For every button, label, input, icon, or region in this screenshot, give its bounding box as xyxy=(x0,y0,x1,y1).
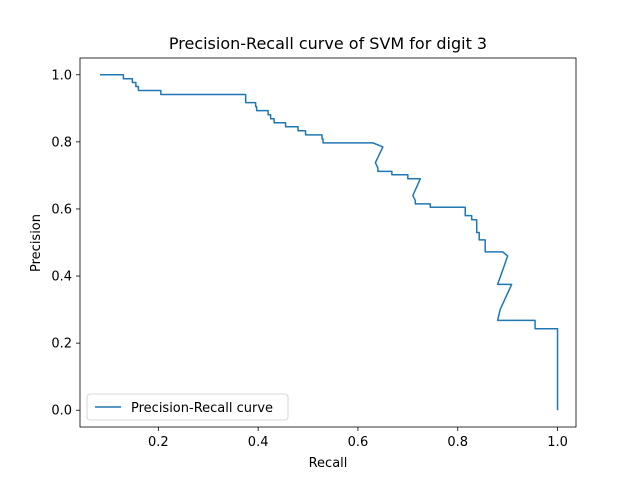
x-tick-label: 0.2 xyxy=(148,435,169,450)
axes-frame xyxy=(79,57,577,428)
y-tick-label: 1.0 xyxy=(51,68,72,83)
x-tick-label: 0.8 xyxy=(447,435,468,450)
x-tick-label: 0.4 xyxy=(248,435,269,450)
series-line-0 xyxy=(99,74,559,411)
y-tick-label: 0.0 xyxy=(51,404,72,419)
y-axis: 0.0 0.2 0.4 0.6 0.8 1.0 xyxy=(51,68,80,419)
x-tick-label: 1.0 xyxy=(547,435,568,450)
chart-title: Precision-Recall curve of SVM for digit … xyxy=(169,34,487,53)
legend-label: Precision-Recall curve xyxy=(131,401,273,416)
y-tick-label: 0.6 xyxy=(51,202,72,217)
y-tick-label: 0.8 xyxy=(51,135,72,150)
y-axis-label: Precision xyxy=(29,214,44,272)
y-tick-label: 0.2 xyxy=(51,337,72,352)
y-tick-label: 0.4 xyxy=(51,270,72,285)
x-axis: 0.2 0.4 0.6 0.8 1.0 xyxy=(148,427,568,450)
legend-box xyxy=(86,393,289,421)
x-tick-label: 0.6 xyxy=(348,435,369,450)
plot-area xyxy=(79,57,577,428)
legend: Precision-Recall curve xyxy=(86,393,289,421)
x-axis-label: Recall xyxy=(309,456,348,471)
